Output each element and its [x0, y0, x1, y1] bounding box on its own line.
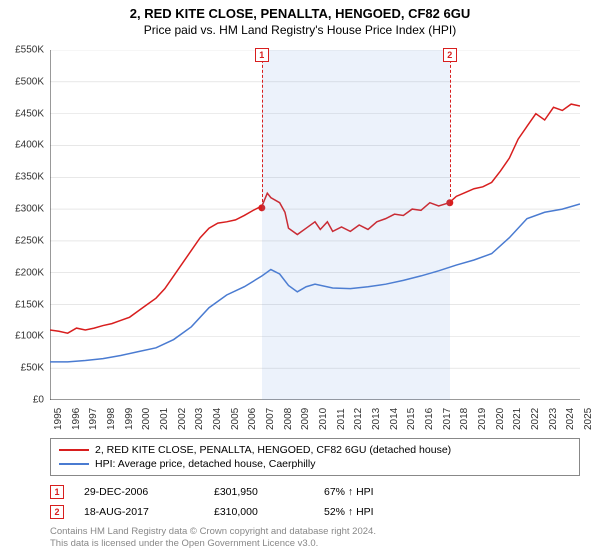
x-tick-label: 2008 — [283, 408, 294, 430]
x-tick-label: 2012 — [353, 408, 364, 430]
marker-box-1: 1 — [255, 48, 269, 62]
x-tick-label: 2014 — [389, 408, 400, 430]
x-tick-label: 2011 — [336, 408, 347, 430]
x-tick-label: 2006 — [247, 408, 258, 430]
x-tick-label: 2007 — [265, 408, 276, 430]
transaction-pct: 52% ↑ HPI — [324, 506, 444, 518]
transaction-row: 2 18-AUG-2017£310,00052% ↑ HPI — [50, 502, 580, 522]
footnote: Contains HM Land Registry data © Crown c… — [50, 526, 580, 551]
shaded-region — [262, 50, 450, 400]
y-tick-label: £400K — [15, 140, 44, 151]
transaction-price: £301,950 — [214, 486, 324, 498]
chart-container: 2, RED KITE CLOSE, PENALLTA, HENGOED, CF… — [0, 0, 600, 560]
x-tick-label: 1997 — [88, 408, 99, 430]
x-tick-label: 2010 — [318, 408, 329, 430]
transaction-date: 29-DEC-2006 — [84, 486, 214, 498]
x-tick-label: 2019 — [477, 408, 488, 430]
chart-subtitle: Price paid vs. HM Land Registry's House … — [0, 21, 600, 37]
x-tick-label: 1996 — [71, 408, 82, 430]
x-tick-label: 2023 — [548, 408, 559, 430]
legend-label: HPI: Average price, detached house, Caer… — [95, 458, 315, 470]
x-tick-label: 2013 — [371, 408, 382, 430]
transaction-marker: 2 — [50, 505, 64, 519]
chart-title: 2, RED KITE CLOSE, PENALLTA, HENGOED, CF… — [0, 0, 600, 21]
x-tick-label: 1995 — [53, 408, 64, 430]
legend-row: 2, RED KITE CLOSE, PENALLTA, HENGOED, CF… — [59, 443, 571, 457]
x-tick-label: 2016 — [424, 408, 435, 430]
transaction-row: 1 29-DEC-2006£301,95067% ↑ HPI — [50, 482, 580, 502]
y-tick-label: £50K — [21, 363, 44, 374]
footnote-line-1: Contains HM Land Registry data © Crown c… — [50, 526, 580, 538]
marker-dashed-line — [262, 50, 263, 202]
transaction-date: 18-AUG-2017 — [84, 506, 214, 518]
marker-dashed-line — [450, 50, 451, 197]
legend-swatch — [59, 449, 89, 451]
x-tick-label: 2004 — [212, 408, 223, 430]
y-tick-label: £250K — [15, 235, 44, 246]
x-tick-label: 2022 — [530, 408, 541, 430]
legend-box: 2, RED KITE CLOSE, PENALLTA, HENGOED, CF… — [50, 438, 580, 476]
y-tick-label: £200K — [15, 267, 44, 278]
x-tick-label: 2002 — [177, 408, 188, 430]
x-tick-label: 2018 — [459, 408, 470, 430]
x-tick-label: 2005 — [230, 408, 241, 430]
legend-row: HPI: Average price, detached house, Caer… — [59, 457, 571, 471]
y-tick-label: £500K — [15, 76, 44, 87]
y-tick-label: £350K — [15, 172, 44, 183]
legend-swatch — [59, 463, 89, 465]
transaction-price: £310,000 — [214, 506, 324, 518]
y-tick-label: £450K — [15, 108, 44, 119]
x-axis: 1995 1996 1997 1998 1999 2000 2001 2002 2003 2004… — [50, 402, 580, 432]
legend-label: 2, RED KITE CLOSE, PENALLTA, HENGOED, CF… — [95, 444, 451, 456]
transaction-marker: 1 — [50, 485, 64, 499]
transactions-table: 1 29-DEC-2006£301,95067% ↑ HPI 2 18-AUG-201… — [50, 482, 580, 522]
y-tick-label: £300K — [15, 204, 44, 215]
x-tick-label: 2003 — [194, 408, 205, 430]
footnote-line-2: This data is licensed under the Open Gov… — [50, 538, 580, 550]
y-tick-label: £550K — [15, 45, 44, 56]
x-tick-label: 2009 — [300, 408, 311, 430]
transaction-pct: 67% ↑ HPI — [324, 486, 444, 498]
x-tick-label: 2021 — [512, 408, 523, 430]
y-tick-label: £0 — [33, 395, 44, 406]
x-tick-label: 2020 — [495, 408, 506, 430]
x-tick-label: 2015 — [406, 408, 417, 430]
plot-area: 12 — [50, 50, 580, 400]
y-tick-label: £150K — [15, 299, 44, 310]
x-tick-label: 1999 — [124, 408, 135, 430]
y-tick-label: £100K — [15, 331, 44, 342]
x-tick-label: 2001 — [159, 408, 170, 430]
x-tick-label: 2024 — [565, 408, 576, 430]
x-tick-label: 1998 — [106, 408, 117, 430]
x-tick-label: 2025 — [583, 408, 594, 430]
y-axis: £0£50K£100K£150K£200K£250K£300K£350K£400… — [0, 50, 48, 400]
x-tick-label: 2000 — [141, 408, 152, 430]
marker-box-2: 2 — [443, 48, 457, 62]
x-tick-label: 2017 — [442, 408, 453, 430]
